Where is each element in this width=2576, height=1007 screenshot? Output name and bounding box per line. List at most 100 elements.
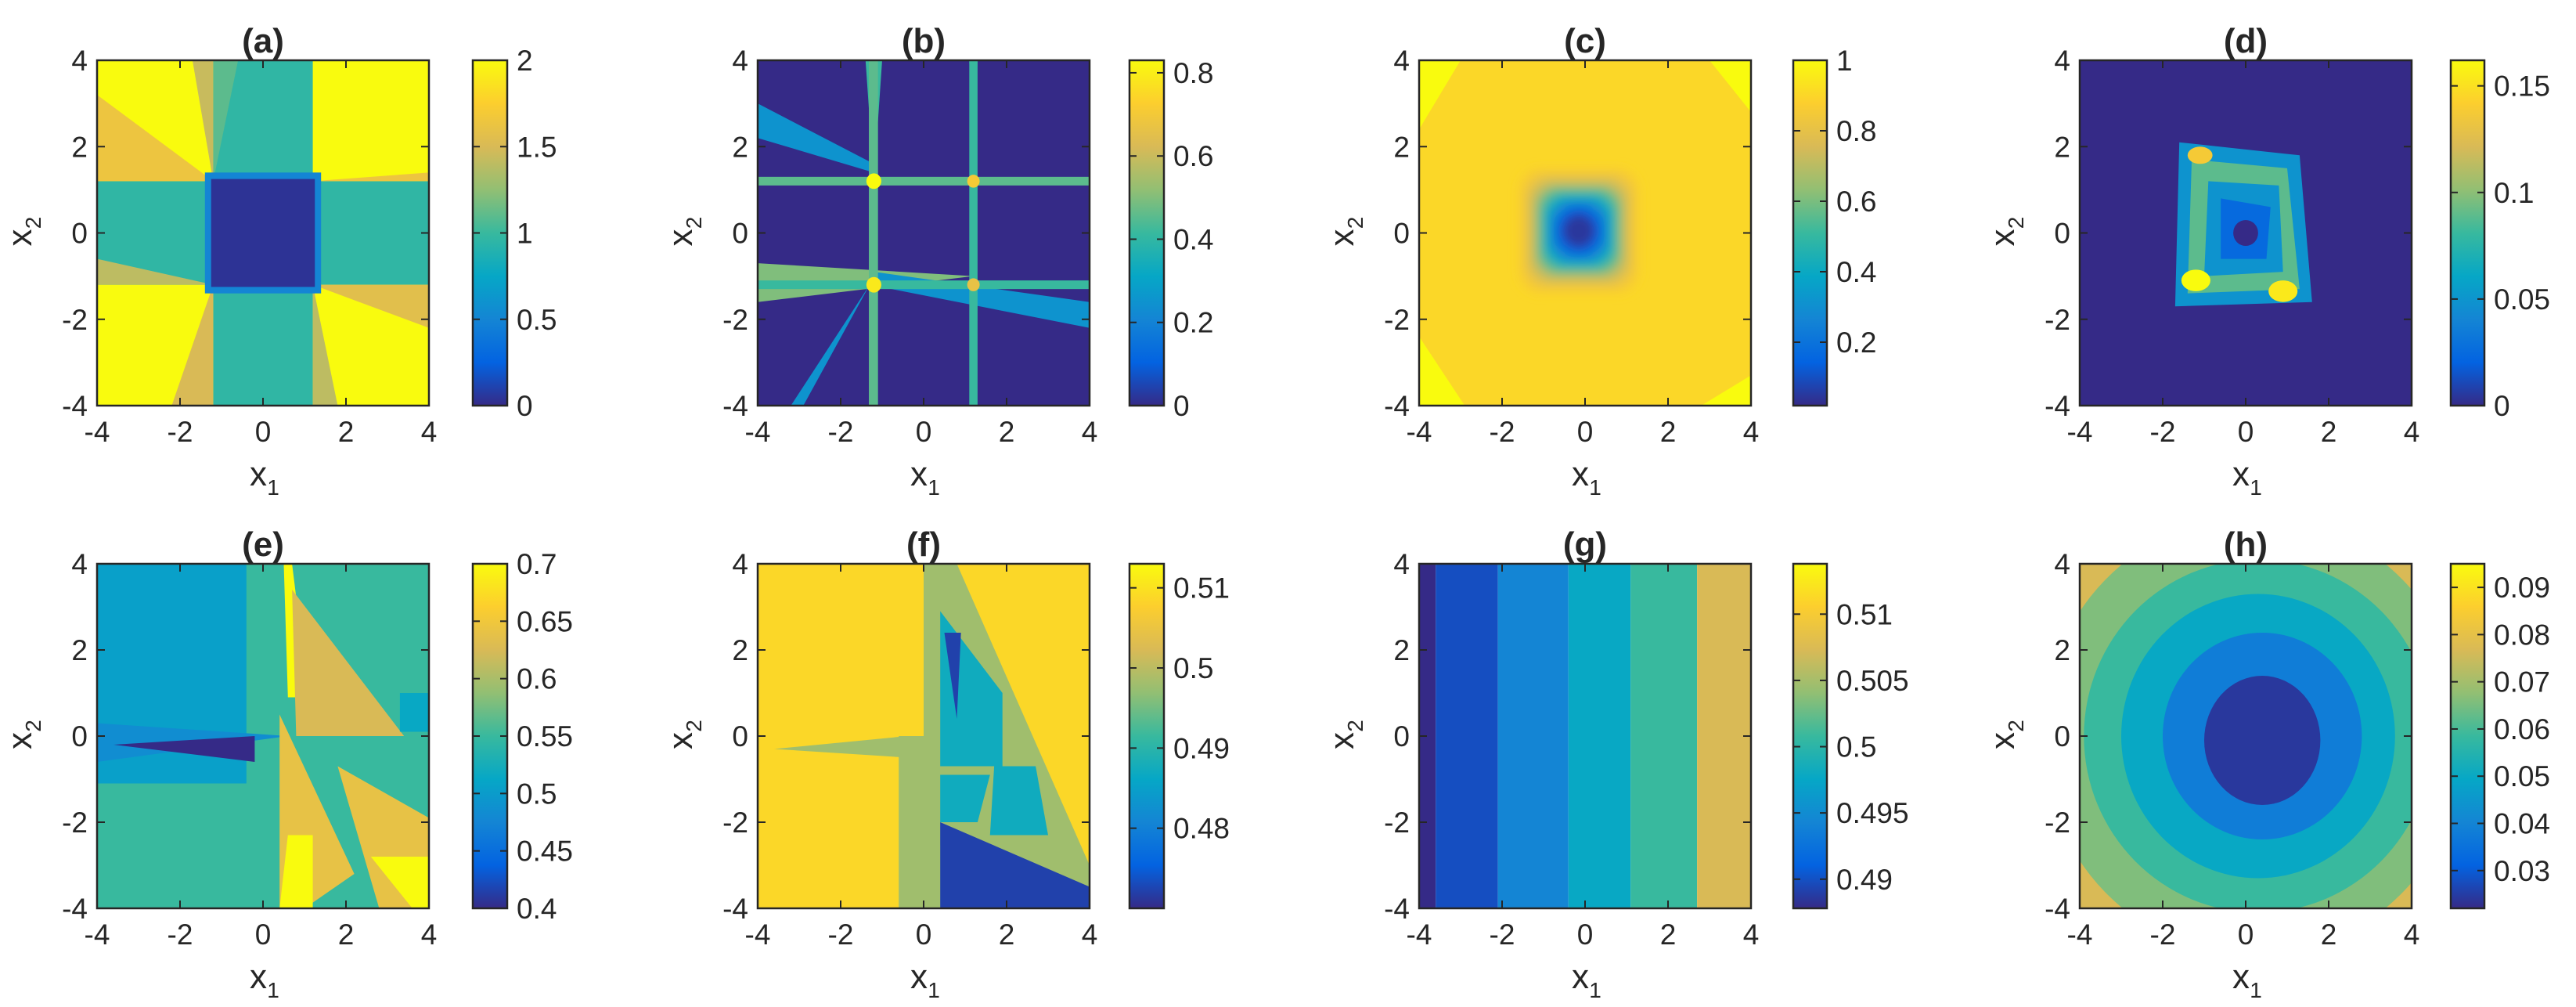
x-tick-label: -2 — [168, 416, 193, 448]
y-tick-label: 4 — [1393, 45, 1410, 77]
colorbar-frame — [1792, 562, 1828, 910]
y-tick-label: 2 — [71, 131, 88, 163]
colorbar-tick-label: 0.505 — [1836, 665, 1909, 697]
colorbar-tick-label: 0.2 — [1173, 307, 1213, 339]
heatmap-h — [2080, 564, 2412, 908]
heatmap-c — [1419, 60, 1751, 406]
y-tick-label: -4 — [722, 390, 748, 422]
colorbar-tick-label: 1 — [1836, 45, 1853, 77]
colorbar-tick-label: 0 — [517, 390, 533, 422]
colorbar-tick-label: 0.6 — [1173, 140, 1213, 172]
y-tick-label: -4 — [62, 893, 88, 925]
y-axis-label-text: x — [1983, 732, 2022, 749]
x-tick-label: -2 — [1490, 919, 1515, 951]
region — [312, 60, 429, 182]
x-tick-label: 0 — [255, 416, 272, 448]
x-tick-label: -4 — [2067, 919, 2093, 951]
colorbar-tick-label: 0.4 — [517, 893, 557, 925]
contour-band — [1497, 564, 1569, 908]
region — [1710, 60, 1751, 113]
region — [192, 60, 214, 182]
y-tick-label: 0 — [2054, 218, 2070, 250]
x-tick-label: 2 — [1660, 416, 1677, 448]
y-axis-label-sub: 2 — [2004, 720, 2028, 732]
region — [899, 736, 932, 908]
x-tick-label: 4 — [421, 919, 438, 951]
colorbar-tick-label: 0.7 — [517, 548, 557, 580]
y-tick-label: 4 — [2054, 548, 2070, 580]
region — [370, 857, 429, 908]
y-tick-label: -2 — [2045, 807, 2070, 839]
x-axis-label-sub: 1 — [1589, 978, 1601, 1002]
region — [791, 284, 870, 406]
region — [171, 284, 214, 406]
y-axis-label-text: x — [1323, 229, 1361, 247]
colorbar-tick-label: 0.06 — [2494, 713, 2550, 745]
x-tick-label: 2 — [1660, 919, 1677, 951]
y-axis-label-sub: 2 — [2004, 217, 2028, 229]
y-tick-label: 0 — [732, 218, 748, 250]
region — [1419, 60, 1461, 130]
colorbar-tick-label: 0.55 — [517, 720, 573, 753]
x-tick-label: 2 — [999, 919, 1015, 951]
x-axis-label: x — [1572, 958, 1589, 996]
colorbar-tick-label: 0.04 — [2494, 808, 2550, 840]
region — [944, 633, 961, 719]
colorbar-tick-label: 0.49 — [1836, 864, 1893, 896]
y-tick-label: 0 — [71, 218, 88, 250]
x-axis-label: x — [250, 455, 267, 493]
colorbar-tick-label: 0.8 — [1836, 115, 1876, 147]
y-axis-label: x2 — [661, 217, 706, 247]
colorbar-tick-label: 0.49 — [1173, 732, 1230, 764]
region — [399, 693, 429, 732]
x-tick-label: -2 — [2150, 919, 2176, 951]
contour-band — [1697, 564, 1751, 908]
x-tick-label: 0 — [255, 919, 272, 951]
x-tick-label: 4 — [2404, 416, 2420, 448]
y-tick-label: -2 — [62, 304, 88, 336]
region — [758, 60, 1090, 406]
x-axis-label: x — [2232, 455, 2250, 493]
x-axis-label-sub: 1 — [928, 475, 940, 500]
region — [989, 766, 1048, 836]
y-tick-label: -4 — [62, 390, 88, 422]
region — [1701, 375, 1751, 406]
y-tick-label: 2 — [732, 634, 748, 666]
colorbar-tick-label: 0.5 — [1173, 652, 1213, 684]
colorbar-tick-label: 0.48 — [1173, 813, 1230, 845]
region — [97, 258, 214, 285]
y-axis-label-text: x — [661, 229, 700, 247]
y-axis-label: x2 — [1983, 217, 2028, 247]
y-axis-label-text: x — [1, 229, 39, 247]
y-tick-label: -4 — [2045, 390, 2070, 422]
colorbar-frame — [1128, 59, 1166, 407]
y-axis-label: x2 — [661, 720, 706, 749]
y-tick-label: -4 — [722, 893, 748, 925]
y-tick-label: 4 — [71, 548, 88, 580]
heatmap-f — [758, 564, 1090, 908]
x-tick-label: -4 — [1407, 416, 1432, 448]
x-tick-label: -4 — [2067, 416, 2093, 448]
panel-title: (g) — [1563, 525, 1607, 564]
heatmap-a — [97, 60, 429, 406]
colorbar-tick-label: 0.09 — [2494, 572, 2550, 604]
region — [211, 179, 315, 287]
y-axis-label: x2 — [1983, 720, 2028, 749]
contour-band — [1436, 564, 1498, 908]
y-axis-label-sub: 2 — [1343, 217, 1367, 229]
y-tick-label: 0 — [1393, 218, 1410, 250]
region — [758, 176, 1090, 186]
colorbar-tick-label: 0.6 — [1836, 186, 1876, 218]
x-tick-label: -2 — [828, 919, 854, 951]
colorbar-tick-label: 0 — [2494, 390, 2510, 422]
colorbar-tick-label: 0.07 — [2494, 666, 2550, 698]
colorbar-tick-label: 0.8 — [1173, 57, 1213, 89]
panel-title: (f) — [906, 525, 941, 564]
colorbar-tick-label: 0.5 — [517, 778, 557, 810]
colorbar-h — [2451, 564, 2484, 908]
